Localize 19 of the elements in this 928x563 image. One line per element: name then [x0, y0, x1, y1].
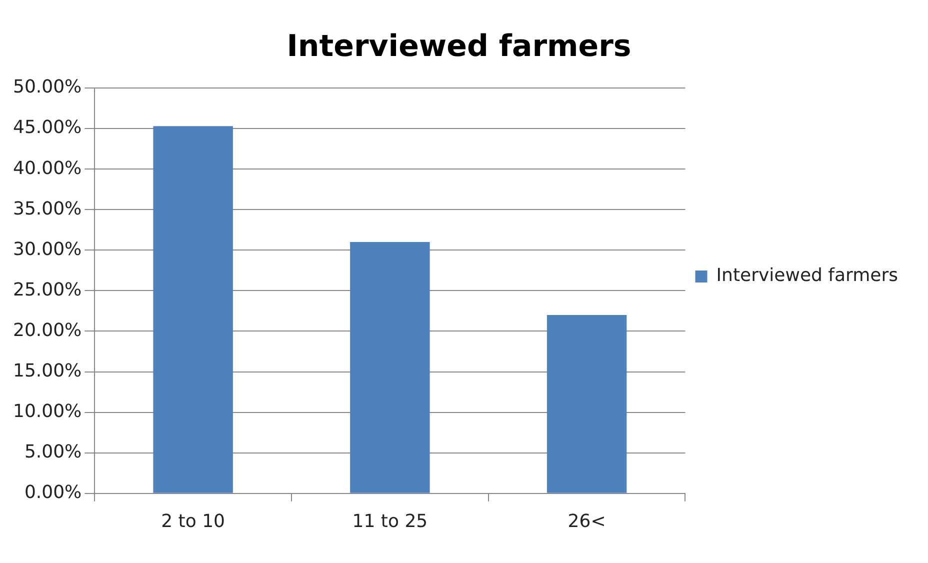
x-tick-label: 11 to 25 — [352, 510, 428, 532]
y-tick-label: 0.00% — [24, 482, 82, 504]
y-tick-label: 20.00% — [12, 320, 82, 341]
y-tick-label: 30.00% — [12, 238, 82, 260]
x-tick-label: 2 to 10 — [161, 510, 226, 532]
y-tick-label: 50.00% — [12, 76, 82, 98]
bar — [153, 126, 233, 493]
y-tick-label: 10.00% — [12, 400, 82, 422]
y-tick-label: 25.00% — [12, 279, 82, 300]
chart-title: Interviewed farmers — [286, 28, 632, 64]
y-tick-label: 40.00% — [12, 158, 82, 179]
y-tick-label: 35.00% — [12, 198, 82, 220]
y-tick-label: 5.00% — [24, 442, 82, 463]
x-tick-label: 26< — [568, 510, 606, 532]
y-tick-label: 45.00% — [12, 117, 82, 138]
bar — [546, 315, 627, 493]
legend-label: Interviewed farmers — [716, 265, 898, 286]
y-tick-label: 15.00% — [12, 360, 82, 382]
bar — [350, 242, 430, 493]
